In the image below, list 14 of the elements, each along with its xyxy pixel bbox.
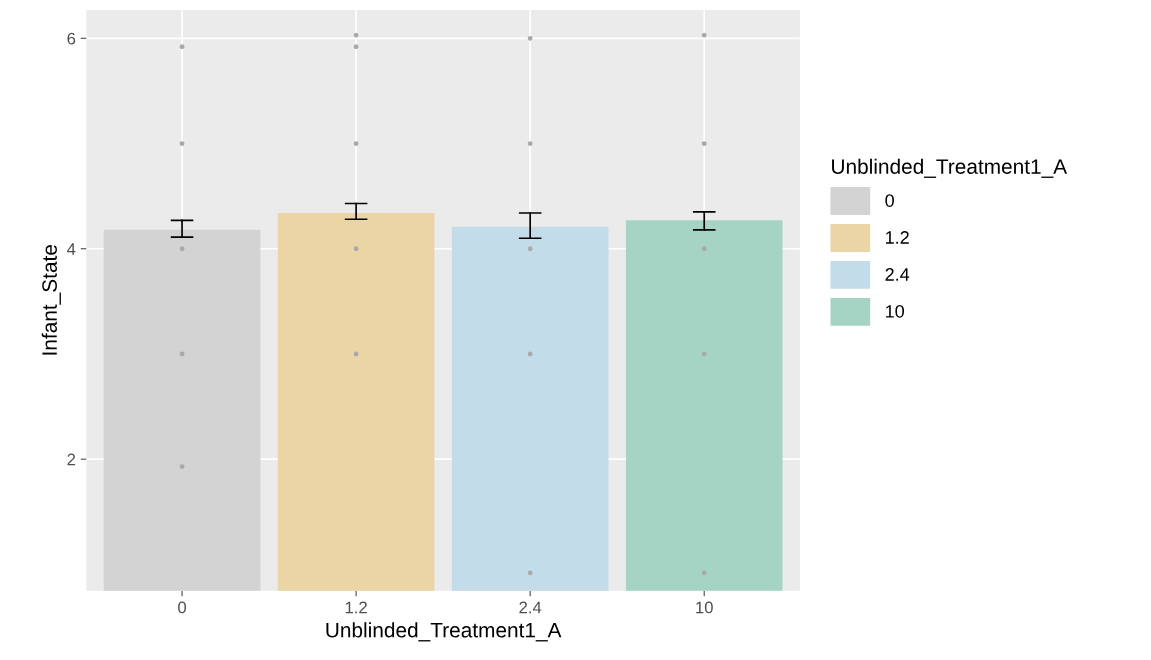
y-axis-title: Infant_State xyxy=(41,245,61,355)
x-tick-label: 0 xyxy=(178,601,187,614)
legend-title: Unblinded_Treatment1_A xyxy=(832,158,1068,178)
x-tick-label: 2.4 xyxy=(519,601,542,614)
legend-label: 10 xyxy=(886,304,905,318)
y-tick-label: 4 xyxy=(67,243,76,255)
legend-label: 0 xyxy=(885,194,894,207)
y-tick-label: 2 xyxy=(67,453,76,466)
y-tick-label: 6 xyxy=(67,32,76,45)
x-axis-title: Unblinded_Treatment1_A xyxy=(326,622,562,642)
x-tick-label: 10 xyxy=(696,601,713,614)
legend-label: 1.2 xyxy=(886,231,909,244)
x-tick-label: 1.2 xyxy=(345,601,367,614)
legend-label: 2.4 xyxy=(885,268,910,281)
